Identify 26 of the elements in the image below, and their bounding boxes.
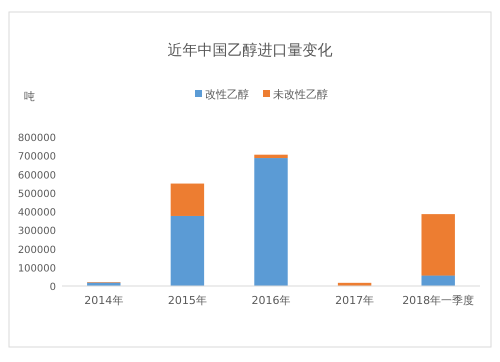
y-tick-label: 400000 — [18, 208, 56, 218]
y-tick-label: 800000 — [18, 133, 56, 144]
bar — [170, 184, 204, 216]
y-tick-label: 500000 — [18, 188, 56, 200]
y-tick-label: 700000 — [18, 152, 56, 163]
x-tick-label: 2017年 — [335, 294, 374, 307]
legend-label: 改性乙醇 — [205, 88, 249, 101]
legend-label: 未改性乙醇 — [273, 88, 328, 101]
y-tick-label: 200000 — [18, 244, 56, 256]
bar — [338, 282, 372, 286]
y-axis-title: 吨 — [24, 90, 35, 103]
y-tick-label: 600000 — [18, 170, 56, 182]
bar — [421, 214, 455, 276]
chart-title: 近年中国乙醇进口量变化 — [168, 41, 332, 59]
bar — [87, 282, 121, 286]
y-tick-label: 100000 — [18, 263, 56, 274]
y-tick-label: 300000 — [18, 226, 56, 238]
bar — [254, 158, 288, 286]
bar — [170, 216, 204, 286]
x-tick-label: 2018年一季度 — [402, 294, 474, 307]
x-tick-label: 2014年 — [84, 294, 124, 307]
bar — [254, 154, 288, 158]
bar — [421, 276, 455, 286]
x-tick-label: 2016年 — [252, 294, 290, 307]
x-tick-label: 2015年 — [168, 294, 207, 307]
y-tick-label: 0 — [50, 282, 56, 293]
